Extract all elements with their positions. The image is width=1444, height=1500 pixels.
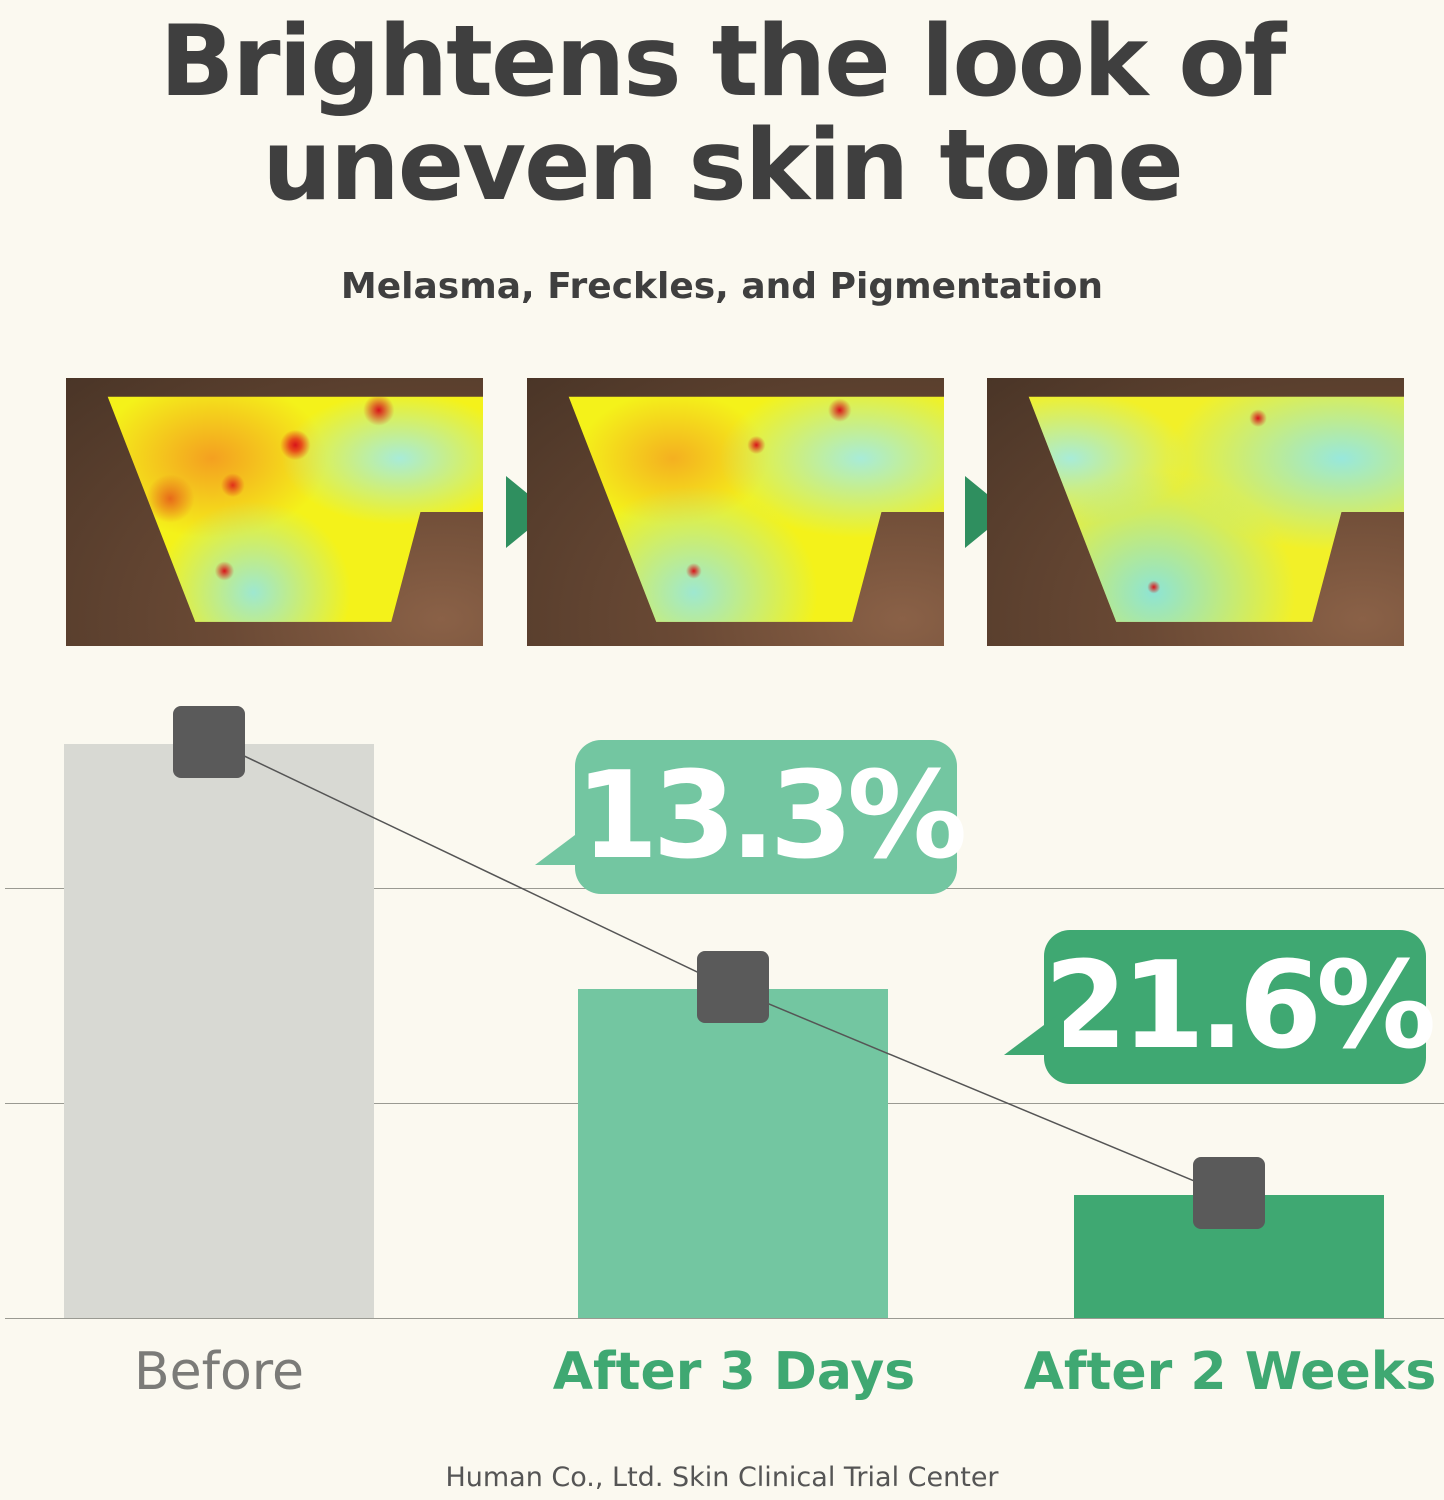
annotation-after-2-weeks: 21.6% <box>1004 930 1436 1084</box>
data-point-marker <box>1193 1157 1265 1230</box>
data-point-marker <box>173 705 245 778</box>
category-label-before: Before <box>133 1342 304 1402</box>
source-note: Human Co., Ltd. Skin Clinical Trial Cent… <box>445 1462 999 1493</box>
before-skin-map <box>66 378 483 646</box>
x-axis-line <box>5 1318 1444 1319</box>
annotation-after-3-days: 13.3% <box>535 740 967 894</box>
bar-before <box>64 743 374 1318</box>
category-label-after-3-days: After 3 Days <box>552 1342 916 1402</box>
after-3-days-skin-map <box>527 378 944 646</box>
data-point-marker <box>697 951 769 1024</box>
category-label-after-2-weeks: After 2 Weeks <box>1023 1342 1437 1402</box>
bar-after-3-days <box>578 989 888 1318</box>
subtitle: Melasma, Freckles, and Pigmentation <box>340 266 1104 307</box>
page-title: Brightens the look of uneven skin tone <box>159 5 1287 223</box>
after-2-weeks-skin-map <box>987 378 1404 646</box>
